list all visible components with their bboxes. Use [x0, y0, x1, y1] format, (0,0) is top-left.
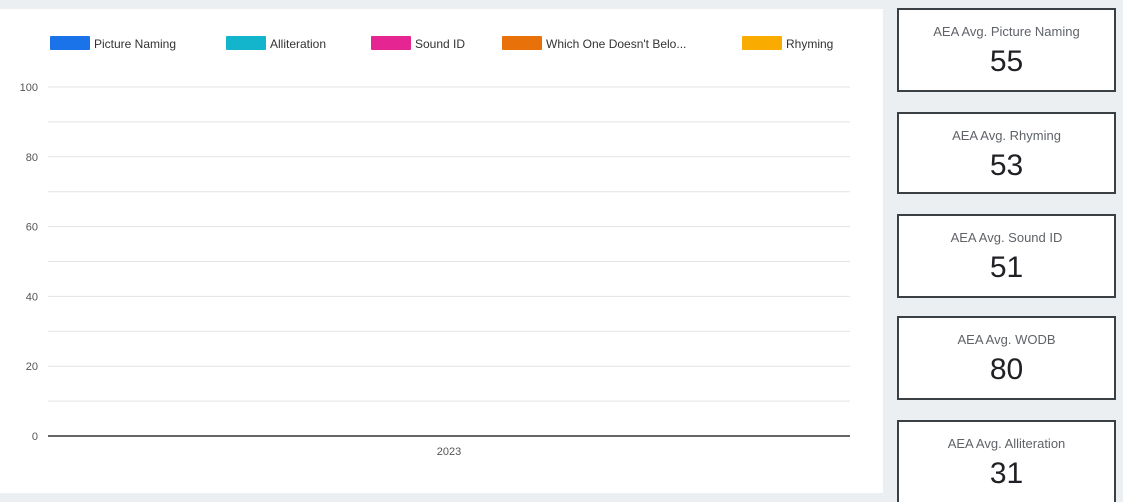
scorecard-sound-id[interactable]: AEA Avg. Sound ID 51	[897, 214, 1116, 298]
y-tick-label: 100	[20, 82, 38, 94]
scorecard-label: AEA Avg. Alliteration	[947, 436, 1066, 451]
scorecard-value: 53	[989, 149, 1024, 182]
legend-label: Sound ID	[415, 37, 465, 51]
bar-chart: 0 20 40 60 80 100 2023 Picture Naming Alliterati…	[20, 36, 850, 458]
legend-swatch	[371, 36, 411, 50]
scorecard-picture-naming[interactable]: AEA Avg. Picture Naming 55	[897, 8, 1116, 92]
scorecard-label: AEA Avg. Picture Naming	[933, 24, 1080, 39]
scorecard-value: 55	[989, 45, 1024, 78]
scorecard-alliteration[interactable]: AEA Avg. Alliteration 31	[897, 420, 1116, 502]
legend-swatch	[502, 36, 542, 50]
legend-label: Which One Doesn't Belo...	[546, 37, 686, 51]
legend-swatch	[50, 36, 90, 50]
y-tick-label: 20	[26, 361, 38, 373]
y-tick-label: 0	[32, 431, 38, 443]
legend-label: Picture Naming	[94, 37, 176, 51]
scorecard-value: 31	[989, 457, 1024, 490]
legend-label: Alliteration	[270, 37, 326, 51]
scorecard-rhyming[interactable]: AEA Avg. Rhyming 53	[897, 112, 1116, 194]
scorecard-value: 51	[989, 251, 1024, 284]
scorecard-label: AEA Avg. Rhyming	[952, 128, 1061, 143]
x-category-label: 2023	[437, 446, 461, 458]
y-tick-label: 40	[26, 291, 38, 303]
y-tick-label: 80	[26, 152, 38, 164]
legend-swatch	[742, 36, 782, 50]
legend-swatch	[226, 36, 266, 50]
scorecard-label: AEA Avg. WODB	[957, 332, 1056, 347]
scorecard-wodb[interactable]: AEA Avg. WODB 80	[897, 316, 1116, 400]
legend-label: Rhyming	[786, 37, 833, 51]
chart-panel: 0 20 40 60 80 100 2023 Picture Naming Alliterati…	[0, 9, 883, 493]
scorecard-value: 80	[989, 353, 1024, 386]
scorecard-label: AEA Avg. Sound ID	[950, 230, 1063, 245]
y-tick-label: 60	[26, 222, 38, 234]
